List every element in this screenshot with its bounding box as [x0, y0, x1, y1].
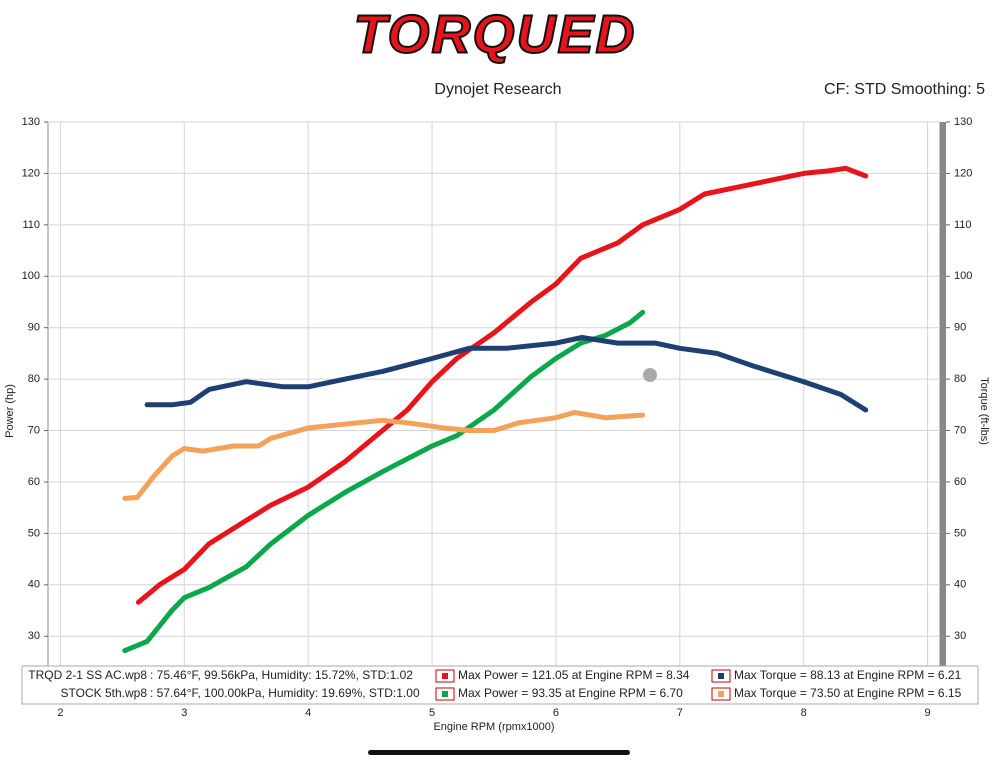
run-name: TRQD 2-1 SS AC.wp8	[28, 668, 147, 682]
y2-tick-label: 50	[954, 527, 966, 539]
x-axis-label: Engine RPM (rpmx1000)	[433, 721, 554, 733]
legend-label: Max Torque = 88.13 at Engine RPM = 6.21	[734, 668, 962, 682]
y2-tick-label: 110	[954, 219, 972, 231]
y2-tick-label: 70	[954, 424, 966, 436]
series-line	[144, 335, 869, 413]
legend-swatch	[442, 691, 448, 697]
y-tick-label: 50	[28, 527, 40, 539]
legend-label: Max Power = 121.05 at Engine RPM = 8.34	[458, 668, 690, 682]
grid: 30 40 50 60 70 80 90 100 110 120 130 30 40 50 60 70 80 90…	[22, 116, 973, 719]
y-tick-label: 80	[28, 373, 40, 385]
y-tick-label: 30	[28, 630, 40, 642]
run-conditions: : 75.46°F, 99.56kPa, Humidity: 15.72%, S…	[150, 668, 413, 682]
y2-tick-label: 90	[954, 322, 966, 334]
y-tick-label: 130	[22, 116, 40, 128]
y-tick-label: 100	[22, 270, 40, 282]
x-tick-label: 4	[305, 707, 311, 719]
y-tick-label: 90	[28, 322, 40, 334]
logo: TORQUED	[353, 4, 636, 64]
y2-tick-label: 80	[954, 373, 966, 385]
y-tick-label: 60	[28, 476, 40, 488]
y2-tick-label: 60	[954, 476, 966, 488]
x-tick-label: 7	[677, 707, 683, 719]
x-tick-label: 3	[181, 707, 187, 719]
legend-label: Max Power = 93.35 at Engine RPM = 6.70	[458, 686, 683, 700]
run-name: STOCK 5th.wp8	[61, 686, 148, 700]
home-indicator	[368, 750, 630, 755]
x-tick-label: 8	[801, 707, 807, 719]
right-axis-bar	[940, 122, 946, 700]
y2-tick-label: 40	[954, 579, 966, 591]
legend-box	[21, 665, 979, 705]
legend-swatch	[442, 673, 448, 679]
y2-tick-label: 30	[954, 630, 966, 642]
x-tick-label: 2	[57, 707, 63, 719]
y-tick-label: 40	[28, 579, 40, 591]
legend-label: Max Torque = 73.50 at Engine RPM = 6.15	[734, 686, 962, 700]
x-tick-label: 9	[925, 707, 931, 719]
x-tick-label: 6	[553, 707, 559, 719]
y2-tick-label: 100	[954, 270, 972, 282]
lines	[122, 165, 869, 654]
y-tick-label: 70	[28, 424, 40, 436]
y-tick-label: 120	[22, 167, 40, 179]
series-line	[135, 165, 869, 605]
y2-axis-label: Torque (ft-lbs)	[978, 377, 990, 445]
series-line	[122, 410, 646, 501]
cursor	[643, 368, 657, 382]
x-tick-label: 5	[429, 707, 435, 719]
y-axis-label: Power (hp)	[4, 384, 16, 438]
y2-tick-label: 120	[954, 167, 972, 179]
legend: TRQD 2-1 SS AC.wp8: 75.46°F, 99.56kPa, H…	[28, 668, 962, 701]
legend-swatch	[718, 691, 724, 697]
chart-subtitle: CF: STD Smoothing: 5	[824, 81, 985, 98]
legend-swatch	[718, 673, 724, 679]
series-line	[122, 309, 646, 654]
y2-tick-label: 130	[954, 116, 972, 128]
run-conditions: : 57.64°F, 100.00kPa, Humidity: 19.69%, …	[150, 686, 420, 700]
y-tick-label: 110	[22, 219, 40, 231]
chart-title: Dynojet Research	[434, 81, 561, 98]
